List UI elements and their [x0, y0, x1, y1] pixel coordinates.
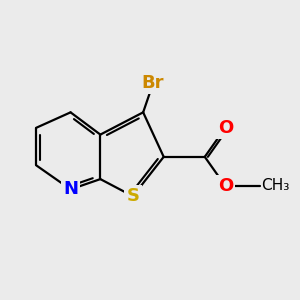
Text: O: O [218, 177, 233, 195]
Text: CH₃: CH₃ [261, 178, 290, 194]
Text: S: S [126, 187, 140, 205]
Text: N: N [63, 180, 78, 198]
Text: O: O [218, 119, 233, 137]
Text: Br: Br [142, 74, 164, 92]
